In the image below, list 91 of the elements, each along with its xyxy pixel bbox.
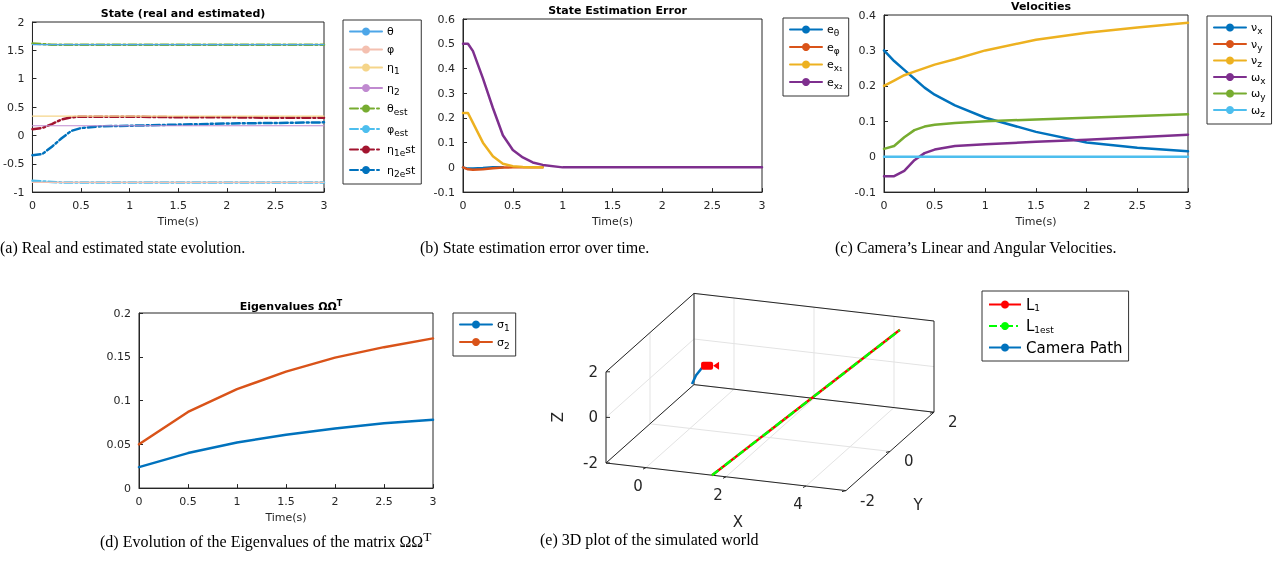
text: X	[732, 512, 744, 531]
legend-label: L1	[1026, 295, 1041, 314]
x-tick-label: 3	[320, 199, 328, 213]
y-tick-label: 0	[869, 150, 876, 164]
x-tick-label: 3	[758, 199, 766, 213]
x-tick-label: 0.5	[925, 199, 944, 213]
y-tick-label: 0	[448, 160, 455, 174]
text: 4	[793, 495, 803, 513]
text: 0	[588, 408, 598, 427]
line-series	[882, 133, 1190, 178]
legend-label: L1est	[1026, 317, 1055, 335]
chart-title: State (real and estimated)	[100, 7, 266, 20]
line-series	[461, 111, 544, 169]
chart-title: State Estimation Error	[548, 4, 688, 17]
text: (a) Real and estimated state evolution.	[0, 239, 246, 256]
chart-title: Velocities	[1010, 0, 1072, 13]
y-tick-label: 0.5	[437, 37, 455, 51]
y-tick-label: 0	[17, 128, 25, 142]
y-tick-label: 0.5	[6, 100, 25, 114]
x-tick-label: 1	[233, 495, 241, 509]
x-tick-label: 1	[981, 199, 989, 213]
line-series	[882, 21, 1190, 88]
x-tick-label: 1.5	[603, 199, 622, 213]
line-series	[461, 42, 764, 169]
x-tick-label: 2	[658, 199, 666, 213]
x-tick-label: 0	[459, 199, 467, 213]
x-tick-label: 2	[223, 199, 231, 213]
y-tick-label: 0.4	[858, 8, 876, 22]
y-tick-label: 0.3	[858, 43, 876, 57]
text: 0	[633, 476, 643, 495]
y-tick-label: -1	[13, 185, 25, 199]
y-tick-label: -0.5	[2, 157, 25, 171]
y-tick-label: 0.05	[106, 437, 131, 451]
line-series	[882, 112, 1190, 151]
x-tick-label: 2	[1083, 199, 1091, 213]
text: Z	[549, 412, 567, 423]
x-tick-label: 0.5	[72, 199, 90, 213]
y-tick-label: -0.1	[854, 185, 876, 199]
text: (c) Camera’s Linear and Angular Velocities.	[835, 238, 1118, 257]
x-tick-label: 1.5	[169, 199, 187, 213]
x-tick-label: 0	[880, 199, 888, 213]
y-tick-label: 0.15	[106, 350, 131, 364]
text: (d) Evolution of the Eigenvalues of the matrix ΩΩ$^{T}$	[100, 528, 433, 552]
line-series	[882, 49, 1190, 153]
line-series	[31, 115, 326, 131]
line-series	[31, 121, 326, 157]
text: Y	[913, 496, 923, 515]
x-tick-label: 3	[1184, 199, 1192, 213]
y-tick-label: 1.5	[6, 43, 25, 57]
y-tick-label: 1	[17, 72, 25, 86]
text: 2	[948, 413, 958, 432]
y-tick-label: 0.2	[113, 306, 131, 320]
legend-label: φ	[387, 43, 395, 56]
x-tick-label: 0.5	[504, 199, 522, 213]
x-tick-label: 1	[559, 199, 567, 213]
y-tick-label: 0.1	[437, 136, 455, 150]
x-tick-label: 2.5	[703, 199, 721, 213]
y-tick-label: 0.1	[113, 394, 131, 408]
y-tick-label: -0.1	[433, 185, 455, 199]
y-tick-label: 0.2	[858, 79, 876, 93]
x-axis-title: Time(s)	[1014, 215, 1057, 228]
x-tick-label: 0	[28, 199, 36, 213]
x-tick-label: 0	[135, 495, 143, 509]
x-tick-label: 2.5	[1128, 199, 1147, 213]
y-tick-label: 2	[17, 15, 25, 29]
y-tick-label: 0.2	[437, 111, 455, 125]
x-tick-label: 2	[331, 495, 339, 509]
x-tick-label: 0.5	[179, 495, 197, 509]
x-tick-label: 1.5	[277, 495, 295, 509]
text: (b) State estimation error over time.	[420, 238, 651, 257]
line-series	[137, 337, 435, 446]
x-tick-label: 3	[429, 495, 437, 509]
legend-label: Camera Path	[1026, 338, 1123, 357]
line-series	[137, 418, 435, 469]
text: 2	[588, 362, 598, 381]
y-tick-label: 0.1	[858, 114, 876, 128]
text: 0	[904, 452, 914, 471]
x-tick-label: 1.5	[1027, 199, 1045, 213]
x-tick-label: 2.5	[266, 199, 285, 213]
legend-label: θ	[387, 25, 394, 38]
y-tick-label: 0	[124, 481, 131, 495]
text: -2	[860, 491, 875, 510]
x-axis-title: Time(s)	[590, 215, 634, 228]
x-tick-label: 2.5	[375, 495, 393, 509]
y-tick-label: 0.3	[437, 86, 455, 100]
x-axis-title: Time(s)	[264, 511, 307, 524]
text: -2	[583, 454, 598, 472]
y-tick-label: 0.6	[437, 12, 455, 26]
y-tick-label: 0.4	[437, 61, 455, 75]
text: (e) 3D plot of the simulated world	[540, 530, 760, 549]
x-axis-title: Time(s)	[156, 215, 199, 228]
